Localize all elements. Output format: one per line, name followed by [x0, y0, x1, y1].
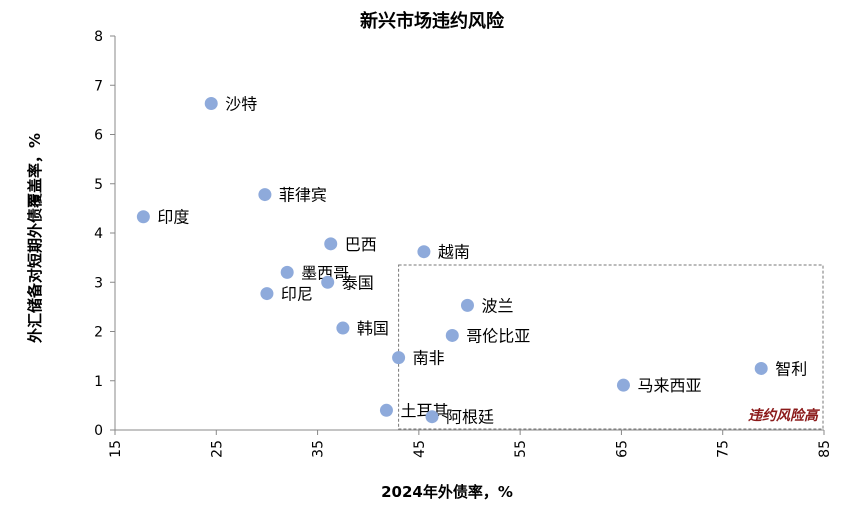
point-label: 哥伦比亚 — [466, 326, 530, 345]
data-point — [616, 378, 630, 392]
data-point — [258, 188, 272, 202]
data-point — [324, 237, 338, 251]
y-tick-label: 0 — [94, 423, 103, 439]
x-tick-label: 55 — [513, 440, 529, 458]
point-label: 波兰 — [481, 296, 513, 315]
high-risk-annotation: 违约风险高 — [748, 407, 821, 424]
point-label: 智利 — [775, 359, 807, 378]
point-label: 墨西哥 — [301, 263, 349, 282]
data-point — [280, 265, 294, 279]
point-label: 马来西亚 — [637, 376, 701, 395]
y-tick-label: 7 — [94, 78, 103, 94]
data-point — [754, 361, 768, 375]
data-point — [460, 298, 474, 312]
high-risk-region-box — [398, 264, 824, 430]
x-tick-label: 45 — [412, 440, 428, 458]
point-label: 巴西 — [345, 235, 377, 254]
y-tick-label: 6 — [94, 128, 103, 144]
data-point — [417, 245, 431, 259]
point-label: 印尼 — [281, 285, 313, 304]
y-tick-label: 4 — [94, 226, 103, 242]
chart-title: 新兴市场违约风险 — [360, 10, 505, 32]
y-tick-label: 8 — [94, 29, 103, 45]
point-label: 韩国 — [357, 319, 389, 338]
y-tick-label: 2 — [94, 325, 103, 341]
data-point — [445, 328, 459, 342]
y-tick-label: 1 — [94, 374, 103, 390]
x-tick-label: 85 — [817, 440, 833, 458]
x-tick-label: 15 — [108, 440, 124, 458]
point-label: 土耳其 — [400, 401, 448, 420]
data-point — [336, 321, 350, 335]
data-point — [425, 410, 439, 424]
x-tick-label: 25 — [209, 440, 225, 458]
data-point — [136, 210, 150, 224]
data-point — [392, 351, 406, 365]
data-point — [379, 403, 393, 417]
y-tick-label: 5 — [94, 177, 103, 193]
point-label: 印度 — [157, 208, 189, 227]
point-label: 南非 — [413, 349, 445, 368]
y-tick-label: 3 — [94, 275, 103, 291]
point-label: 沙特 — [225, 94, 257, 113]
data-point — [321, 275, 335, 289]
x-tick-label: 75 — [716, 440, 732, 458]
point-label: 泰国 — [342, 273, 374, 292]
x-tick-label: 35 — [311, 440, 327, 458]
point-label: 越南 — [438, 243, 470, 262]
point-label: 菲律宾 — [279, 186, 327, 205]
data-point — [204, 96, 218, 110]
y-axis-label: 外汇储备对短期外债覆盖率，% — [26, 133, 44, 344]
data-point — [260, 287, 274, 301]
x-axis-label: 2024年外债率，% — [381, 483, 513, 501]
x-tick-label: 65 — [614, 440, 630, 458]
point-label: 阿根廷 — [446, 408, 494, 427]
